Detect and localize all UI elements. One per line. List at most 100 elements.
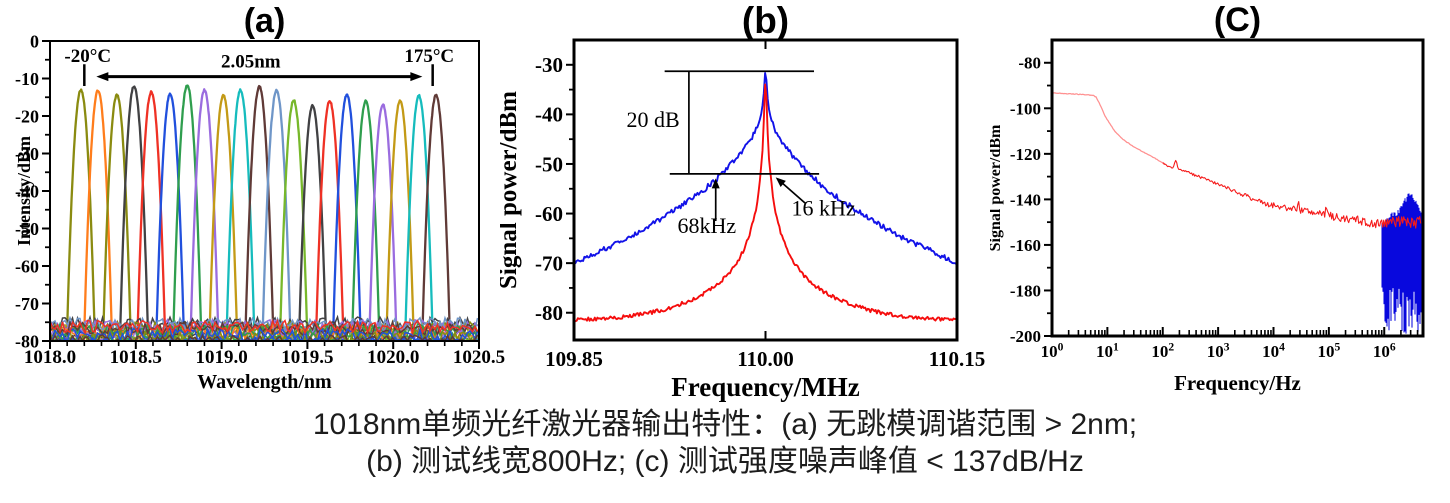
x-tick-label: 100 bbox=[1041, 341, 1064, 361]
tuning-peak-13 bbox=[278, 99, 309, 340]
temp-label-right: 175°C bbox=[404, 46, 454, 67]
y-tick-label: -70 bbox=[535, 251, 563, 275]
series-narrow-heterodyne-signal bbox=[575, 83, 956, 323]
tuning-peak-7 bbox=[171, 84, 203, 340]
y-axis-label: Signal power/dBm bbox=[500, 91, 522, 289]
y-tick-label: -10 bbox=[15, 69, 39, 89]
y-tick-label: -40 bbox=[535, 103, 563, 127]
label-68khz: 68kHz bbox=[677, 213, 736, 238]
arrow-head bbox=[96, 72, 109, 82]
y-axis-label: Signal power/dBm bbox=[990, 124, 1004, 251]
axes-b: -30 -40 -50 -60 -70 -80 109.85 110.00 110.15 Freq… bbox=[500, 0, 985, 402]
tuning-peak-19 bbox=[385, 99, 416, 340]
arrow-head bbox=[711, 178, 720, 189]
panel-title: (C) bbox=[1214, 1, 1261, 39]
arrow-head bbox=[410, 72, 423, 82]
y-tick-label: -70 bbox=[15, 294, 39, 314]
x-tick-label: 106 bbox=[1373, 341, 1396, 361]
tuning-peak-4 bbox=[118, 85, 150, 340]
tuning-peak-2 bbox=[82, 89, 114, 340]
y-tick-label: -20 bbox=[15, 106, 39, 126]
caption-line-2: (b) 测试线宽800Hz; (c) 测试强度噪声峰值 < 137dB/Hz bbox=[366, 445, 1084, 478]
y-tick-label: -160 bbox=[1010, 236, 1041, 255]
x-tick-label: 110.15 bbox=[929, 347, 986, 371]
panel-title: (a) bbox=[244, 2, 286, 40]
series-broad-heterodyne-signal bbox=[575, 72, 956, 265]
y-tick-label: -140 bbox=[1010, 190, 1041, 209]
rin-red-trace bbox=[1162, 159, 1422, 229]
y-tick-label: -120 bbox=[1010, 145, 1041, 164]
tuning-peak-17 bbox=[350, 99, 381, 340]
plot-area-b bbox=[575, 72, 956, 323]
y-tick-label: -30 bbox=[15, 144, 39, 164]
y-tick-label: -80 bbox=[535, 301, 563, 325]
tuning-peak-3 bbox=[101, 93, 133, 340]
y-tick-label: -60 bbox=[535, 202, 563, 226]
x-tick-label: 101 bbox=[1096, 341, 1119, 361]
tuning-peak-18 bbox=[367, 103, 398, 340]
x-tick-label: 1020.0 bbox=[367, 347, 419, 368]
plot-area-c bbox=[1053, 92, 1422, 334]
y-tick-label: -200 bbox=[1010, 327, 1041, 346]
span-20db-label: 20 dB bbox=[627, 107, 680, 132]
tuning-peak-12 bbox=[261, 88, 292, 340]
x-tick-label: 1018.5 bbox=[110, 347, 162, 368]
x-axis-label: Frequency/MHz bbox=[671, 372, 859, 402]
x-tick-label: 1020.5 bbox=[453, 347, 505, 368]
noise-floor-trace bbox=[51, 318, 478, 336]
tuning-peak-6 bbox=[154, 92, 186, 340]
plot-frame bbox=[1050, 38, 1425, 338]
x-tick-label: 1018.0 bbox=[24, 347, 76, 368]
tuning-peak-10 bbox=[225, 88, 256, 340]
temp-label-left: -20°C bbox=[64, 46, 111, 67]
panel-c: -80 -100 -120 -140 -160 -180 -200 100 101 102 103 1… bbox=[990, 0, 1450, 405]
rin-red-trace bbox=[1053, 92, 1166, 165]
panel-b: 20 dB 68kHz 16 kHz -30 -40 -50 -60 -70 -80 109.85… bbox=[500, 0, 990, 405]
tuning-range-label: 2.05nm bbox=[221, 51, 281, 72]
x-tick-label: 105 bbox=[1317, 341, 1340, 361]
plot-area-a bbox=[51, 84, 478, 340]
annotations-a: -20°C 175°C 2.05nm bbox=[64, 46, 454, 86]
figure-caption: 1018nm单频光纤激光器输出特性：(a) 无跳模调谐范围 > 2nm; (b)… bbox=[0, 406, 1450, 480]
x-axis-label: Wavelength/nm bbox=[197, 371, 332, 393]
x-tick-label: 110.00 bbox=[737, 347, 794, 371]
y-axis-label: Intensity/dBm bbox=[14, 136, 34, 246]
plot-frame bbox=[49, 40, 480, 342]
y-tick-label: -30 bbox=[535, 53, 563, 77]
y-tick-label: -60 bbox=[15, 256, 39, 276]
tuning-peak-9 bbox=[208, 93, 239, 340]
tuning-peak-15 bbox=[314, 100, 345, 340]
x-tick-label: 103 bbox=[1207, 341, 1230, 361]
y-tick-label: -40 bbox=[15, 181, 39, 201]
y-tick-label: -100 bbox=[1010, 99, 1041, 118]
tuning-peak-5 bbox=[136, 90, 167, 340]
tuning-peak-21 bbox=[420, 93, 452, 340]
tuning-peak-16 bbox=[331, 93, 363, 340]
noise-floor-trace bbox=[51, 333, 478, 340]
arrow-16khz bbox=[781, 182, 807, 205]
y-tick-label: -50 bbox=[535, 152, 563, 176]
x-tick-label: 102 bbox=[1151, 341, 1174, 361]
x-axis-label: Frequency/Hz bbox=[1174, 371, 1301, 395]
tuning-peak-8 bbox=[189, 88, 220, 340]
chart-a-tuning-spectra: -20°C 175°C 2.05nm 0 -10 -20 -30 -40 -50 -60 -70 -8… bbox=[14, 2, 505, 393]
y-tick-label: -80 bbox=[15, 331, 39, 351]
rin-blue-band bbox=[1381, 193, 1422, 334]
caption-line-1: 1018nm单频光纤激光器输出特性：(a) 无跳模调谐范围 > 2nm; bbox=[312, 408, 1138, 441]
x-tick-label: 109.85 bbox=[545, 347, 603, 371]
x-tick-label: 1019.5 bbox=[281, 347, 333, 368]
plot-frame bbox=[572, 38, 959, 342]
arrow-head bbox=[775, 177, 786, 187]
panel-a: -20°C 175°C 2.05nm 0 -10 -20 -30 -40 -50 -60 -70 -8… bbox=[0, 0, 510, 405]
annotations-b: 20 dB 68kHz 16 kHz bbox=[627, 70, 856, 238]
y-tick-label: -180 bbox=[1010, 281, 1041, 300]
x-tick-label: 104 bbox=[1262, 341, 1285, 361]
tuning-peak-20 bbox=[403, 93, 435, 340]
noise-floor-trace bbox=[51, 319, 478, 338]
panel-title: (b) bbox=[742, 0, 789, 41]
y-tick-label: -80 bbox=[1018, 54, 1041, 73]
